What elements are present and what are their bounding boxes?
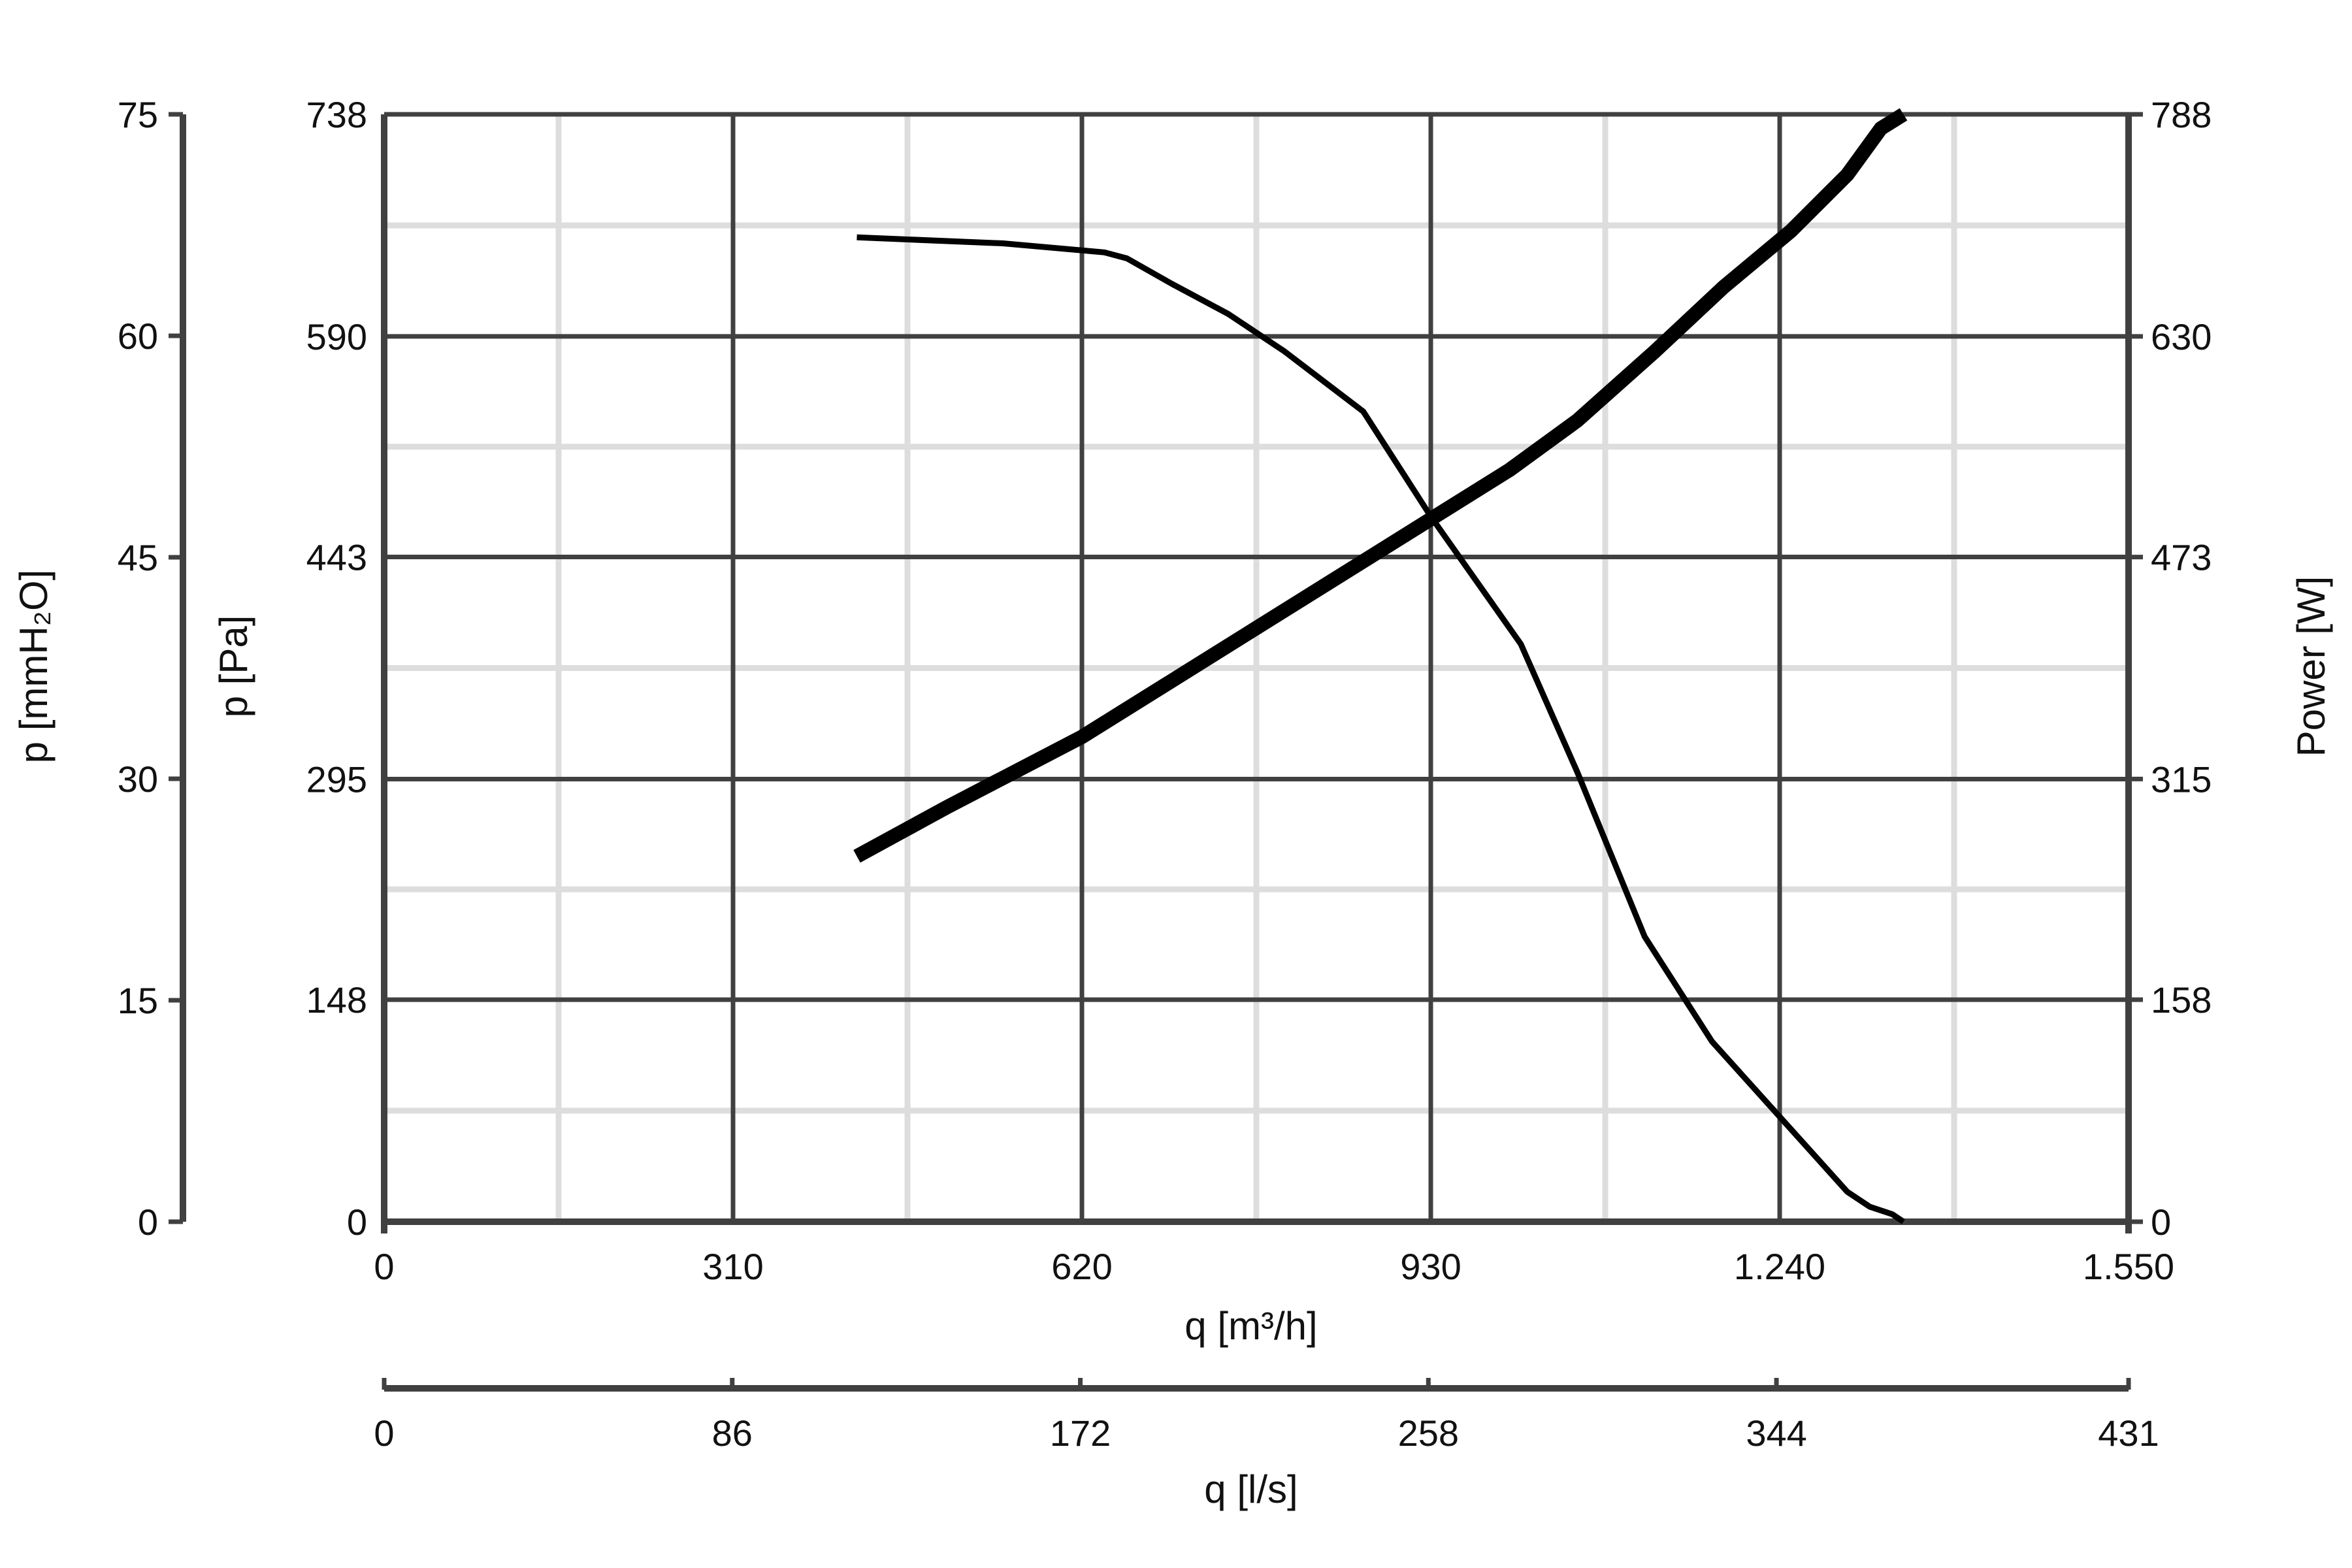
y-axis-pa-title: p [Pa] bbox=[212, 615, 255, 718]
y-pa-tick-label: 443 bbox=[306, 537, 367, 578]
y-pa-tick-label: 148 bbox=[306, 979, 367, 1021]
x-secondary-tick-label: 431 bbox=[2098, 1413, 2159, 1454]
x-primary-tick-label: 1.550 bbox=[2083, 1246, 2174, 1287]
x-secondary-tick-label: 258 bbox=[1398, 1413, 1459, 1454]
grid bbox=[382, 112, 2131, 1224]
y-mmh2o-tick-label: 60 bbox=[118, 316, 158, 357]
y-mmh2o-tick-label: 15 bbox=[118, 980, 158, 1021]
power-curve bbox=[853, 108, 1908, 863]
y-axis-mmh2o-title: p [mmH₂O] bbox=[12, 570, 56, 764]
x-primary-tick-label: 310 bbox=[702, 1246, 763, 1287]
y-power-tick-label: 315 bbox=[2151, 759, 2212, 800]
y-mmh2o-tick-label: 45 bbox=[118, 537, 158, 578]
x-secondary-tick-label: 0 bbox=[374, 1413, 394, 1454]
x-axis-primary-title: q [m³/h] bbox=[1184, 1304, 1317, 1348]
y-pa-tick-label: 0 bbox=[347, 1201, 367, 1243]
y-pa-tick-label: 738 bbox=[306, 94, 367, 135]
y-power-tick-label: 473 bbox=[2151, 537, 2212, 578]
x-secondary-tick-label: 344 bbox=[1746, 1413, 1806, 1454]
y-mmh2o-tick-label: 30 bbox=[118, 759, 158, 800]
y-pa-tick-label: 295 bbox=[306, 759, 367, 800]
y-power-tick-label: 0 bbox=[2151, 1201, 2171, 1243]
x-secondary-tick-label: 86 bbox=[712, 1413, 753, 1454]
x-secondary-tick-label: 172 bbox=[1050, 1413, 1111, 1454]
x-primary-tick-label: 930 bbox=[1400, 1246, 1461, 1287]
x-primary-tick-label: 1.240 bbox=[1734, 1246, 1825, 1287]
y-pa-tick-label: 590 bbox=[306, 316, 367, 357]
y-axis-power-title: Power [W] bbox=[2289, 576, 2333, 757]
y-mmh2o-tick-label: 0 bbox=[138, 1201, 158, 1243]
y-power-tick-label: 630 bbox=[2151, 316, 2212, 357]
series bbox=[853, 108, 1908, 1224]
x-axis-secondary-title: q [l/s] bbox=[1204, 1467, 1298, 1511]
y-power-tick-label: 158 bbox=[2151, 979, 2212, 1021]
y-mmh2o-tick-label: 75 bbox=[118, 94, 158, 135]
axes bbox=[169, 112, 2143, 1392]
y-power-tick-label: 788 bbox=[2151, 94, 2212, 135]
x-primary-tick-label: 0 bbox=[374, 1246, 394, 1287]
pressure-curve bbox=[857, 234, 1906, 1224]
x-primary-tick-label: 620 bbox=[1051, 1246, 1112, 1287]
